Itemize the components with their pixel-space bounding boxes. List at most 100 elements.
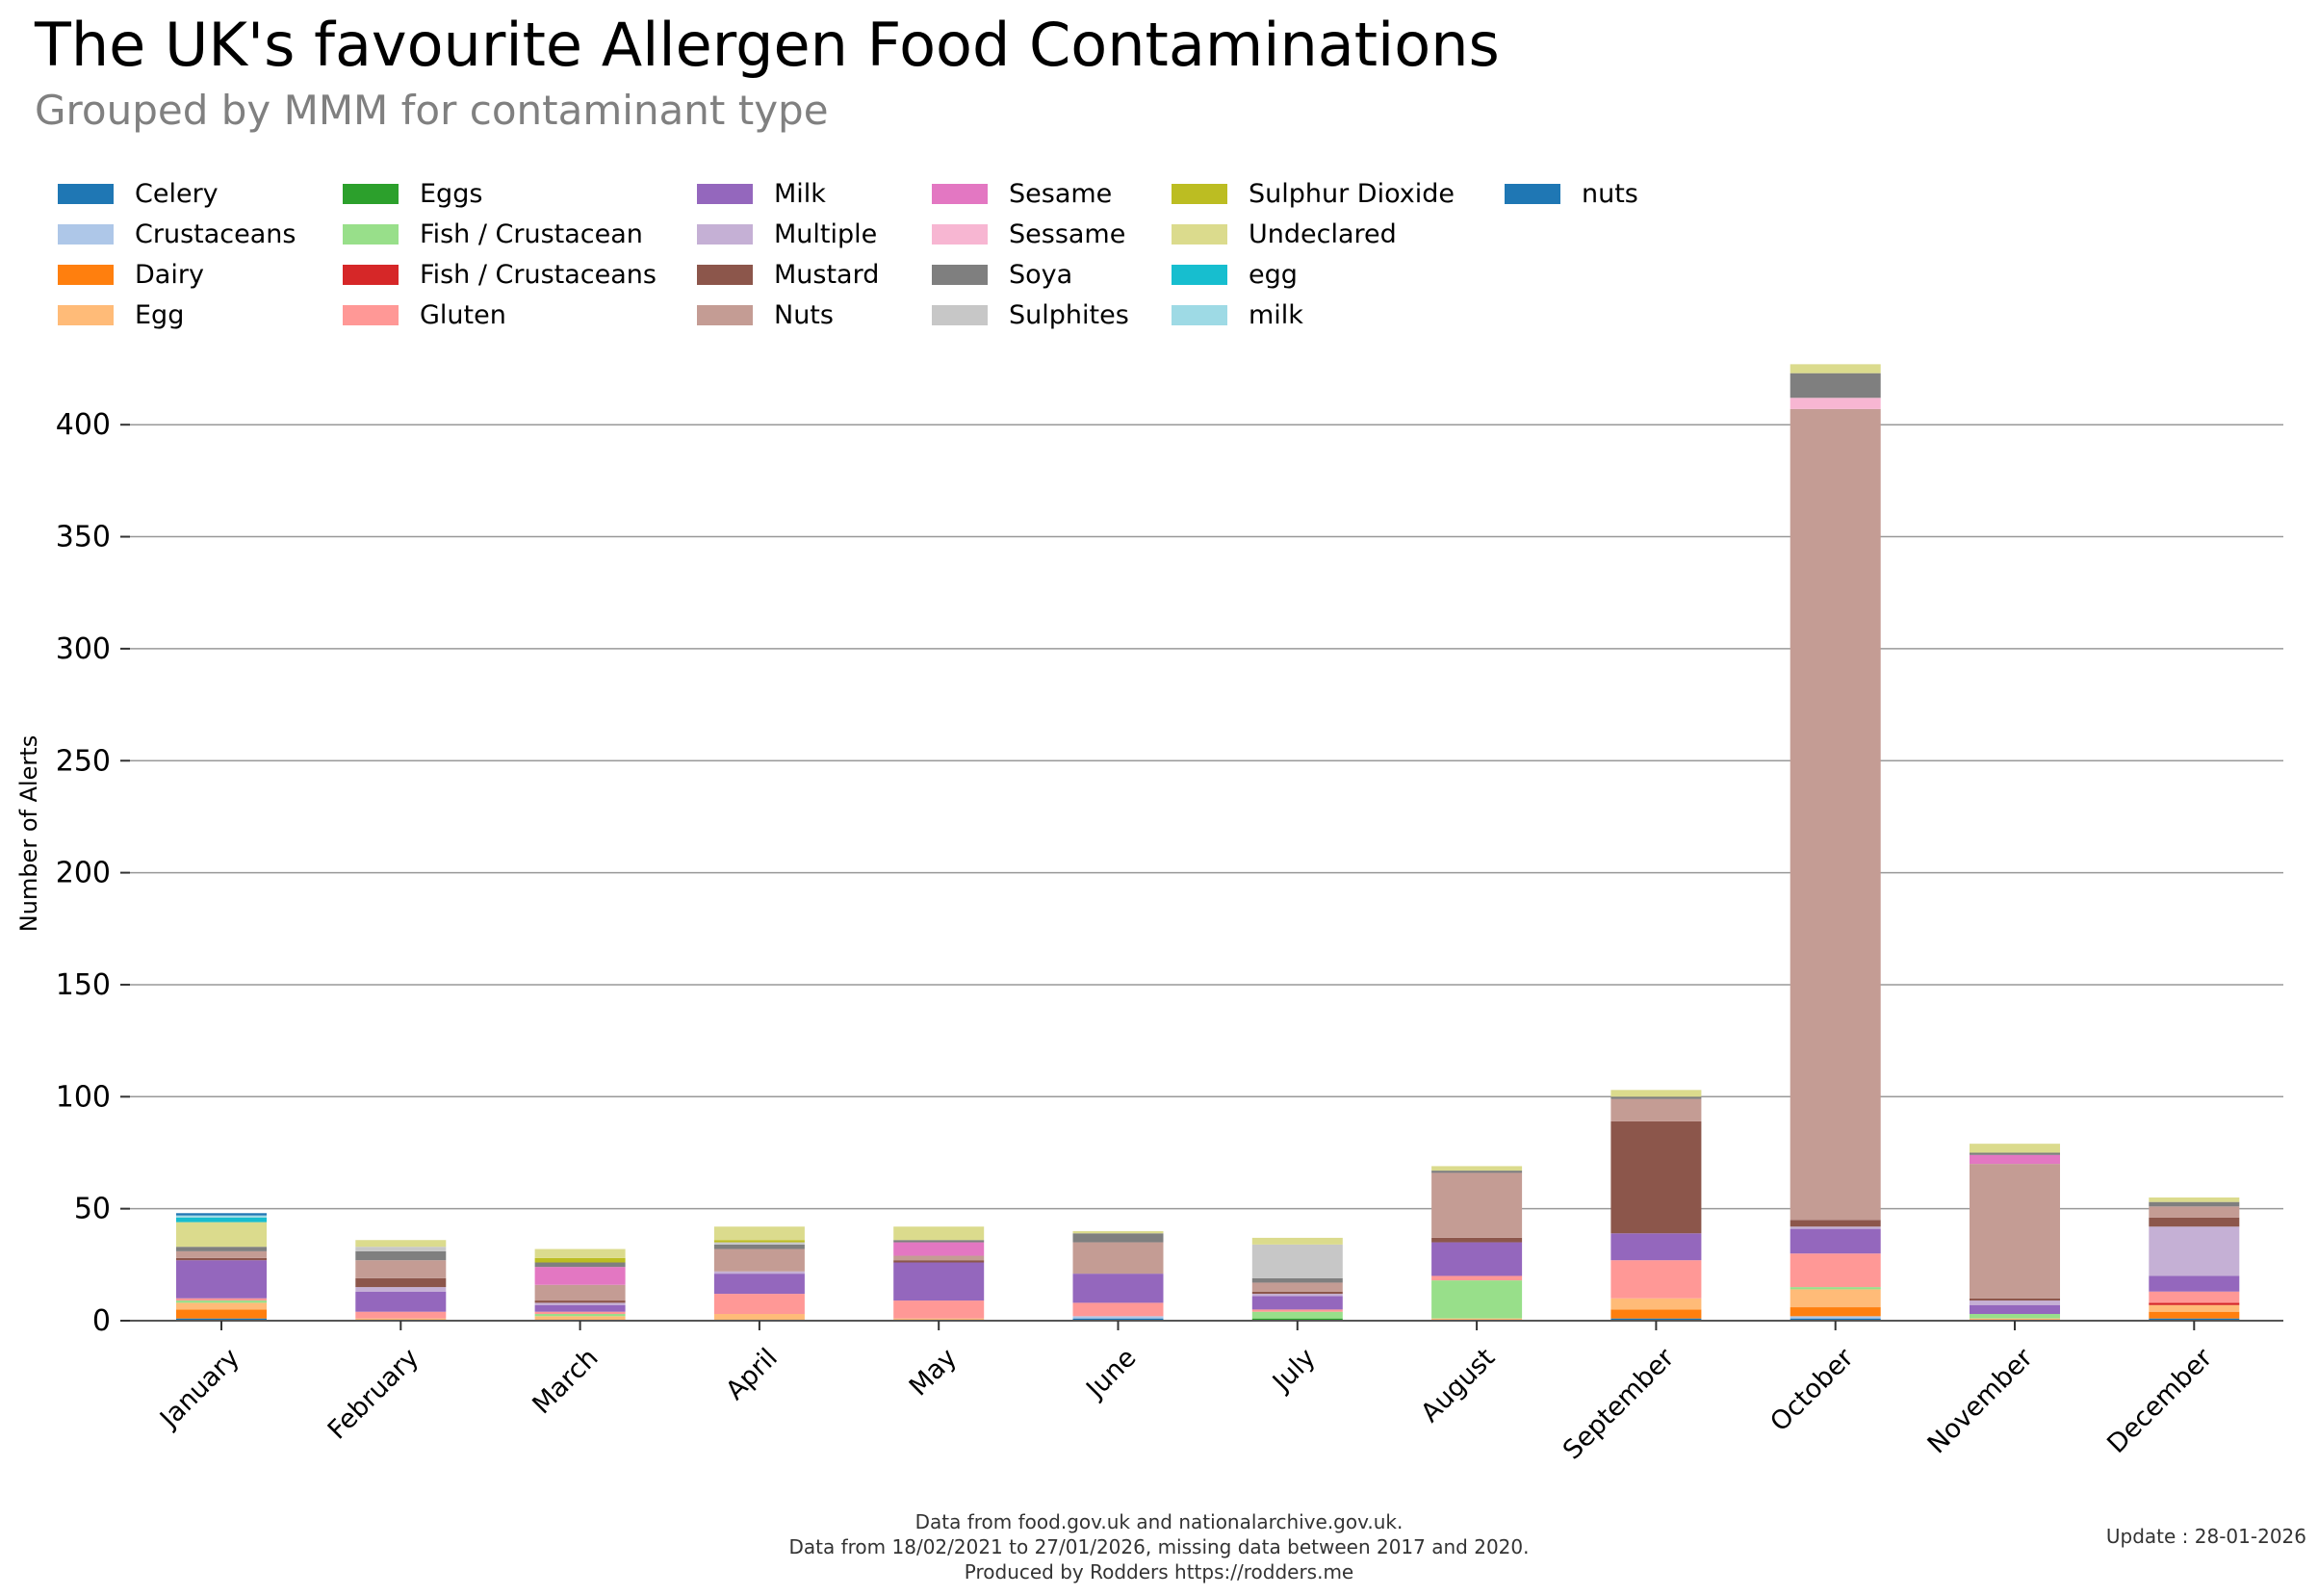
bar-february-undeclared (355, 1240, 447, 1248)
legend-swatch (932, 223, 988, 245)
legend-swatch (932, 304, 988, 325)
bar-august-gluten (1431, 1275, 1523, 1281)
bar-march-fish-crustacean (534, 1314, 626, 1317)
legend-swatch (343, 304, 399, 325)
legend-label: Egg (135, 299, 185, 330)
legend-swatch (58, 264, 114, 285)
x-tick-label-july: July (1266, 1343, 1322, 1399)
legend-item-sulphur-dioxide: Sulphur Dioxide (1172, 173, 1455, 214)
legend-label: Crustaceans (135, 219, 296, 249)
bar-september-gluten (1610, 1260, 1702, 1299)
bar-march-sulphur-dioxide (534, 1257, 626, 1263)
bar-may-soya (893, 1240, 985, 1243)
legend-swatch (1172, 183, 1227, 204)
bar-november-mustard (1970, 1298, 2060, 1301)
bar-november-multiple (1970, 1300, 2060, 1305)
legend-swatch (58, 223, 114, 245)
legend-swatch (1505, 183, 1560, 204)
legend-item-dairy: Dairy (58, 254, 204, 295)
bar-august-nuts (1431, 1172, 1523, 1238)
bar-january-nuts (176, 1250, 267, 1258)
bar-july-nuts (1251, 1282, 1343, 1292)
bar-december-gluten (2149, 1291, 2240, 1303)
bar-september-undeclared (1610, 1090, 1702, 1097)
bar-may-milk (893, 1262, 985, 1301)
bar-september-milk (1610, 1233, 1702, 1261)
bar-april-egg (713, 1314, 805, 1321)
bar-august-soya (1431, 1171, 1523, 1173)
bar-november-milk (1970, 1304, 2060, 1315)
bar-february-milk (355, 1291, 447, 1312)
y-tick-label: 400 (56, 408, 111, 442)
bar-september-mustard (1610, 1120, 1702, 1234)
bar-february-egg (355, 1318, 447, 1321)
bar-june-crustaceans (1072, 1316, 1164, 1319)
bar-january-egg (176, 1302, 267, 1310)
y-tick-label: 350 (56, 521, 111, 554)
footer-source-line: Data from food.gov.uk and nationalarchiv… (914, 1510, 1404, 1533)
legend-label: Dairy (135, 259, 204, 290)
legend-swatch (58, 183, 114, 204)
bar-april-undeclared (713, 1226, 805, 1241)
bar-october-crustaceans (1790, 1316, 1881, 1319)
bar-december-milk (2149, 1275, 2240, 1292)
x-tick-label-january: January (153, 1343, 245, 1435)
bar-july-eggs (1251, 1318, 1343, 1321)
legend-label: Sulphites (1009, 299, 1129, 330)
bar-july-sulphites (1251, 1244, 1343, 1278)
bar-january-gluten (176, 1298, 267, 1301)
bar-may-sesame (893, 1242, 985, 1256)
bar-october-fish-crustacean (1790, 1287, 1881, 1290)
legend-item-celery: Celery (58, 173, 219, 214)
bar-september-egg (1610, 1298, 1702, 1310)
legend-item-nuts: Nuts (697, 295, 834, 335)
bar-june-milk (1072, 1274, 1164, 1303)
bar-november-nuts (1970, 1164, 2060, 1299)
legend-label: Fish / Crustaceans (420, 259, 657, 290)
bar-january-mustard (176, 1257, 267, 1261)
bar-december-soya (2149, 1201, 2240, 1207)
bar-july-soya (1251, 1277, 1343, 1283)
bar-january-fish-crustacean (176, 1300, 267, 1303)
x-tick-label-april: April (720, 1343, 784, 1406)
bar-august-egg (1431, 1318, 1523, 1321)
bar-july-undeclared (1251, 1237, 1343, 1245)
bar-february-soya (355, 1250, 447, 1261)
bar-march-undeclared (534, 1248, 626, 1258)
legend-item-mustard: Mustard (697, 254, 879, 295)
bar-september-soya (1610, 1096, 1702, 1099)
bar-april-sulphur-dioxide (713, 1240, 805, 1243)
footer-author-line: Produced by Rodders https://rodders.me (964, 1560, 1354, 1583)
bar-february-gluten (355, 1311, 447, 1319)
bar-march-multiple (534, 1302, 626, 1305)
bar-september-celery (1610, 1318, 1702, 1321)
bar-july-milk (1251, 1296, 1343, 1310)
bar-january-milk (176, 1215, 267, 1218)
bar-october-undeclared (1790, 364, 1881, 373)
legend-label: Sulphur Dioxide (1249, 178, 1455, 209)
bar-march-gluten (534, 1311, 626, 1315)
x-tick-label-september: September (1558, 1342, 1681, 1465)
bar-december-mustard (2149, 1217, 2240, 1227)
bar-may-nuts (893, 1255, 985, 1261)
y-tick-label: 250 (56, 744, 111, 778)
bar-october-multiple (1790, 1226, 1881, 1229)
bar-april-gluten (713, 1294, 805, 1315)
y-tick-label: 300 (56, 632, 111, 666)
y-tick-label: 150 (56, 968, 111, 1002)
legend-label: Fish / Crustacean (420, 219, 643, 249)
bar-october-egg (1790, 1289, 1881, 1308)
legend-item-gluten: Gluten (343, 295, 506, 335)
bar-october-milk (1790, 1228, 1881, 1254)
legend-label: Soya (1009, 259, 1073, 290)
bar-october-nuts (1790, 408, 1881, 1221)
legend-label: Gluten (420, 299, 506, 330)
legend-swatch (932, 183, 988, 204)
bar-may-undeclared (893, 1226, 985, 1241)
bar-march-nuts (534, 1284, 626, 1301)
legend-swatch (697, 223, 753, 245)
legend-swatch (343, 264, 399, 285)
bar-february-nuts (355, 1260, 447, 1278)
legend-swatch (1172, 264, 1227, 285)
bar-february-sulphites (355, 1247, 447, 1251)
